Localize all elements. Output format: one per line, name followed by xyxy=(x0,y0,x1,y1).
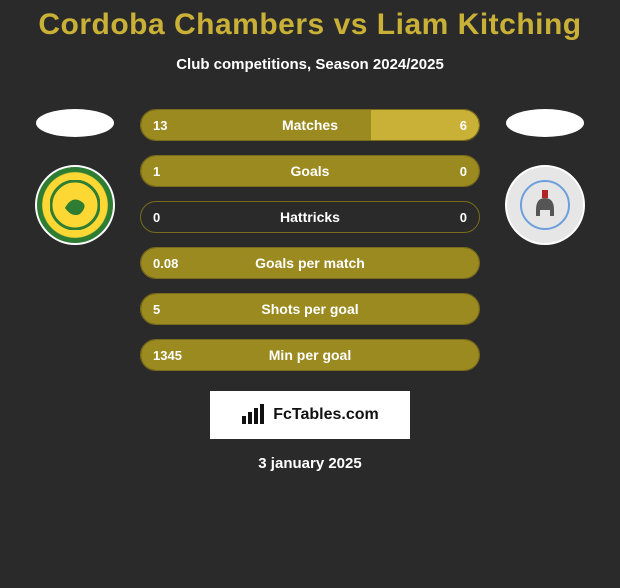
stat-label: Min per goal xyxy=(269,347,351,363)
page-title: Cordoba Chambers vs Liam Kitching xyxy=(0,8,620,42)
coventry-city-crest xyxy=(505,165,585,245)
left-player-column xyxy=(30,109,120,245)
stat-value-left: 1345 xyxy=(153,348,182,363)
stat-value-right: 0 xyxy=(460,164,467,179)
canary-icon xyxy=(50,180,100,230)
stat-row: 1345 Min per goal xyxy=(140,339,480,371)
title-vs: vs xyxy=(334,8,368,41)
stat-label: Goals per match xyxy=(255,255,365,271)
date: 3 january 2025 xyxy=(0,455,620,472)
stat-value-left: 5 xyxy=(153,302,160,317)
bar-chart-icon xyxy=(241,404,267,426)
stat-row: 0.08 Goals per match xyxy=(140,247,480,279)
stat-value-right: 0 xyxy=(460,210,467,225)
stat-value-right: 6 xyxy=(460,118,467,133)
stat-label: Matches xyxy=(282,117,338,133)
title-player-left: Cordoba Chambers xyxy=(38,8,324,41)
player-photo-left xyxy=(36,109,114,137)
stat-label: Hattricks xyxy=(280,209,340,225)
stat-row: 13 Matches 6 xyxy=(140,109,480,141)
title-player-right: Liam Kitching xyxy=(377,8,582,41)
stats-area: 13 Matches 6 1 Goals 0 0 Hattricks 0 0.08 Goals pe… xyxy=(0,109,620,371)
stat-value-left: 1 xyxy=(153,164,160,179)
norwich-city-crest xyxy=(35,165,115,245)
right-player-column xyxy=(500,109,590,245)
elephant-icon xyxy=(520,180,570,230)
stat-value-left: 0 xyxy=(153,210,160,225)
stat-row: 0 Hattricks 0 xyxy=(140,201,480,233)
stat-row: 1 Goals 0 xyxy=(140,155,480,187)
infographic-container: Cordoba Chambers vs Liam Kitching Club c… xyxy=(0,8,620,588)
stat-bars: 13 Matches 6 1 Goals 0 0 Hattricks 0 0.08 Goals pe… xyxy=(140,109,480,371)
stat-value-left: 13 xyxy=(153,118,167,133)
subtitle: Club competitions, Season 2024/2025 xyxy=(0,56,620,73)
stat-label: Goals xyxy=(291,163,330,179)
stat-row: 5 Shots per goal xyxy=(140,293,480,325)
player-photo-right xyxy=(506,109,584,137)
stat-label: Shots per goal xyxy=(261,301,358,317)
fctables-logo: FcTables.com xyxy=(210,391,410,439)
logo-text: FcTables.com xyxy=(273,406,379,424)
stat-value-left: 0.08 xyxy=(153,256,178,271)
